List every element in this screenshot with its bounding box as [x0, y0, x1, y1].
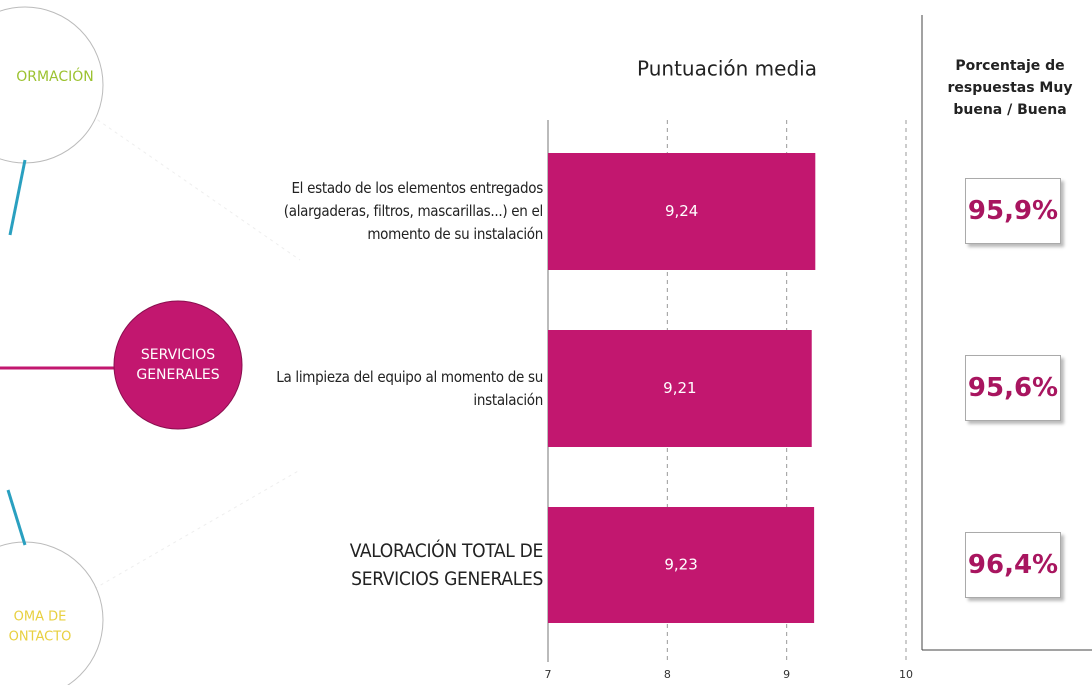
category-label: El estado de los elementos entregados (a… — [283, 179, 544, 243]
panel-header: Porcentaje de respuestas Muy buena / Bue… — [947, 58, 1073, 118]
node-label: ORMACIÓN — [16, 67, 94, 85]
chart-title: Puntuación media — [637, 57, 817, 81]
node-label: GENERALES — [136, 367, 219, 383]
percentage-box: 96,4% — [965, 532, 1061, 598]
category-label: La limpieza del equipo al momento de su … — [276, 367, 543, 409]
x-tick-label: 9 — [783, 668, 790, 681]
percentage-box: 95,9% — [965, 178, 1061, 244]
bar — [548, 507, 815, 623]
bar — [548, 330, 812, 447]
top-node — [0, 6, 104, 164]
center-node — [113, 300, 243, 430]
value-label: 9,23 — [664, 556, 697, 574]
value-label: 9,21 — [663, 379, 696, 397]
connector — [6, 489, 27, 546]
x-tick-label: 8 — [664, 668, 671, 681]
x-tick-label: 10 — [899, 668, 913, 681]
percentage-box: 95,6% — [965, 355, 1061, 421]
x-tick-label: 7 — [545, 668, 552, 681]
node-label: SERVICIOS — [141, 347, 215, 363]
connector — [8, 159, 27, 236]
node-label: OMA DE — [14, 610, 67, 625]
bar — [548, 153, 816, 270]
node-label: ONTACTO — [9, 630, 72, 645]
value-label: 9,24 — [665, 202, 698, 220]
category-label: VALORACIÓN TOTAL DE SERVICIOS GENERALES — [349, 540, 544, 590]
